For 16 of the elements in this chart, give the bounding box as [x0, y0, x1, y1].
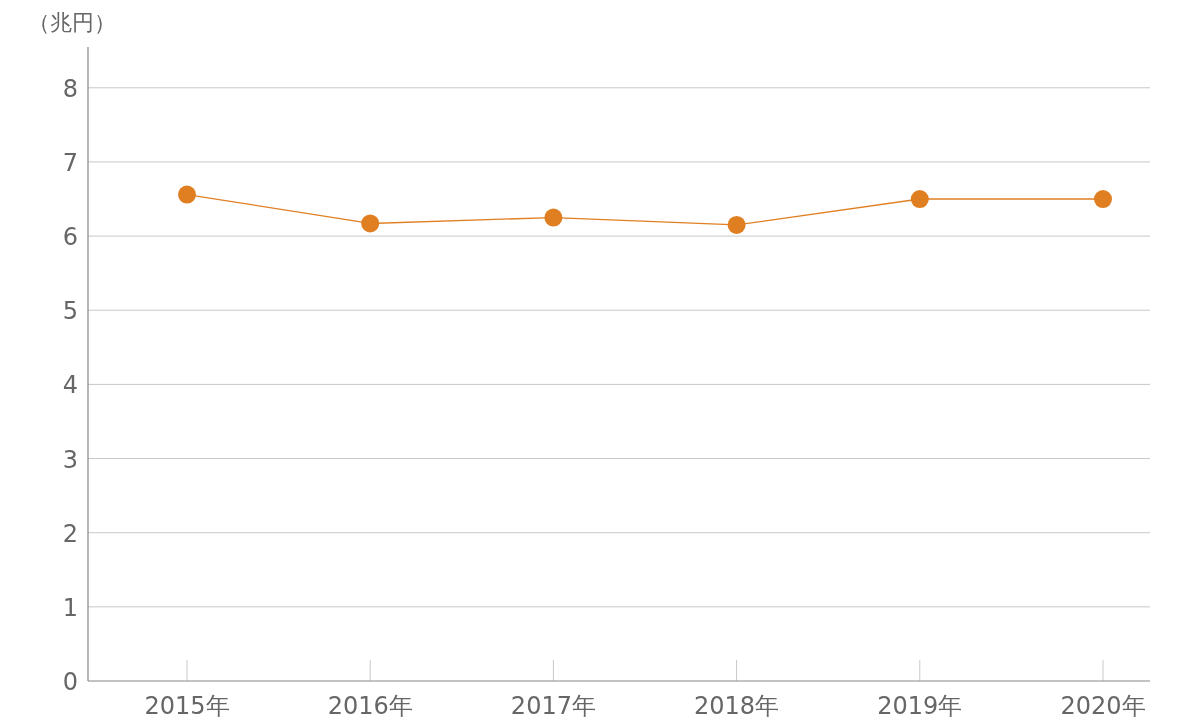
- x-tick-label: 2017年: [510, 692, 596, 720]
- x-tick-label: 2019年: [877, 692, 963, 720]
- y-tick-label: 6: [62, 223, 78, 252]
- y-tick-label: 5: [62, 297, 78, 326]
- y-tick-label: 0: [62, 668, 78, 696]
- x-tick-label: 2016年: [327, 692, 413, 720]
- x-tick-label: 2020年: [1060, 692, 1146, 720]
- y-axis-title: （兆円）: [28, 10, 116, 35]
- y-tick-label: 2: [62, 519, 78, 548]
- y-tick-label: 7: [62, 148, 78, 177]
- x-tick-label: 2015年: [144, 692, 230, 720]
- y-tick-label: 3: [62, 445, 78, 474]
- y-tick-label: 4: [62, 371, 78, 400]
- x-tick-label: 2018年: [694, 692, 780, 720]
- y-tick-label: 8: [62, 74, 78, 103]
- y-tick-label: 1: [62, 593, 78, 622]
